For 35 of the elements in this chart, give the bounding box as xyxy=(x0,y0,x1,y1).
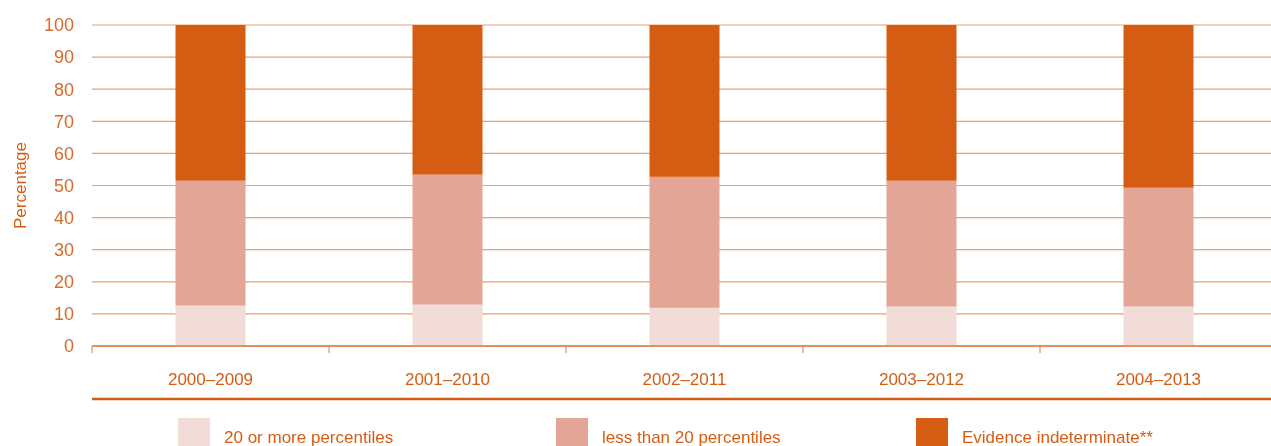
legend-label: 20 or more percentiles xyxy=(224,427,394,446)
bar xyxy=(175,180,246,306)
bar xyxy=(1123,187,1194,307)
x-tick-label: 2004–2013 xyxy=(1115,370,1202,389)
x-tick-label: 2003–2012 xyxy=(878,370,965,389)
y-tick-label: 30 xyxy=(53,240,74,260)
y-tick-label: 10 xyxy=(53,304,74,325)
bar xyxy=(412,304,483,346)
bar xyxy=(649,176,720,308)
bar xyxy=(886,180,957,307)
bar xyxy=(1123,25,1194,188)
bar xyxy=(412,25,483,175)
y-tick-label: 60 xyxy=(53,143,74,164)
bar xyxy=(649,307,720,346)
bar xyxy=(886,25,957,181)
legend-label: less than 20 percentiles xyxy=(602,427,781,446)
y-axis-title: Percentage xyxy=(11,142,30,229)
bar xyxy=(1123,306,1194,346)
y-tick-label: 90 xyxy=(53,47,74,68)
x-tick-label: 2001–2010 xyxy=(404,370,491,389)
y-tick-label: 50 xyxy=(53,175,74,196)
bar xyxy=(649,25,720,177)
y-tick-label: 40 xyxy=(53,207,74,228)
x-tick-label: 2002–2011 xyxy=(642,370,727,389)
y-tick-label: 20 xyxy=(53,272,74,293)
y-tick-label: 80 xyxy=(53,79,74,100)
bar xyxy=(175,25,246,181)
bar xyxy=(412,174,483,305)
y-tick-label: 0 xyxy=(63,336,74,357)
legend-label: Evidence indeterminate** xyxy=(962,427,1154,446)
bar xyxy=(886,306,957,346)
y-tick-label: 100 xyxy=(43,15,74,36)
y-tick-label: 70 xyxy=(53,111,74,132)
bar xyxy=(175,305,246,346)
x-tick-label: 2000–2009 xyxy=(167,370,254,389)
